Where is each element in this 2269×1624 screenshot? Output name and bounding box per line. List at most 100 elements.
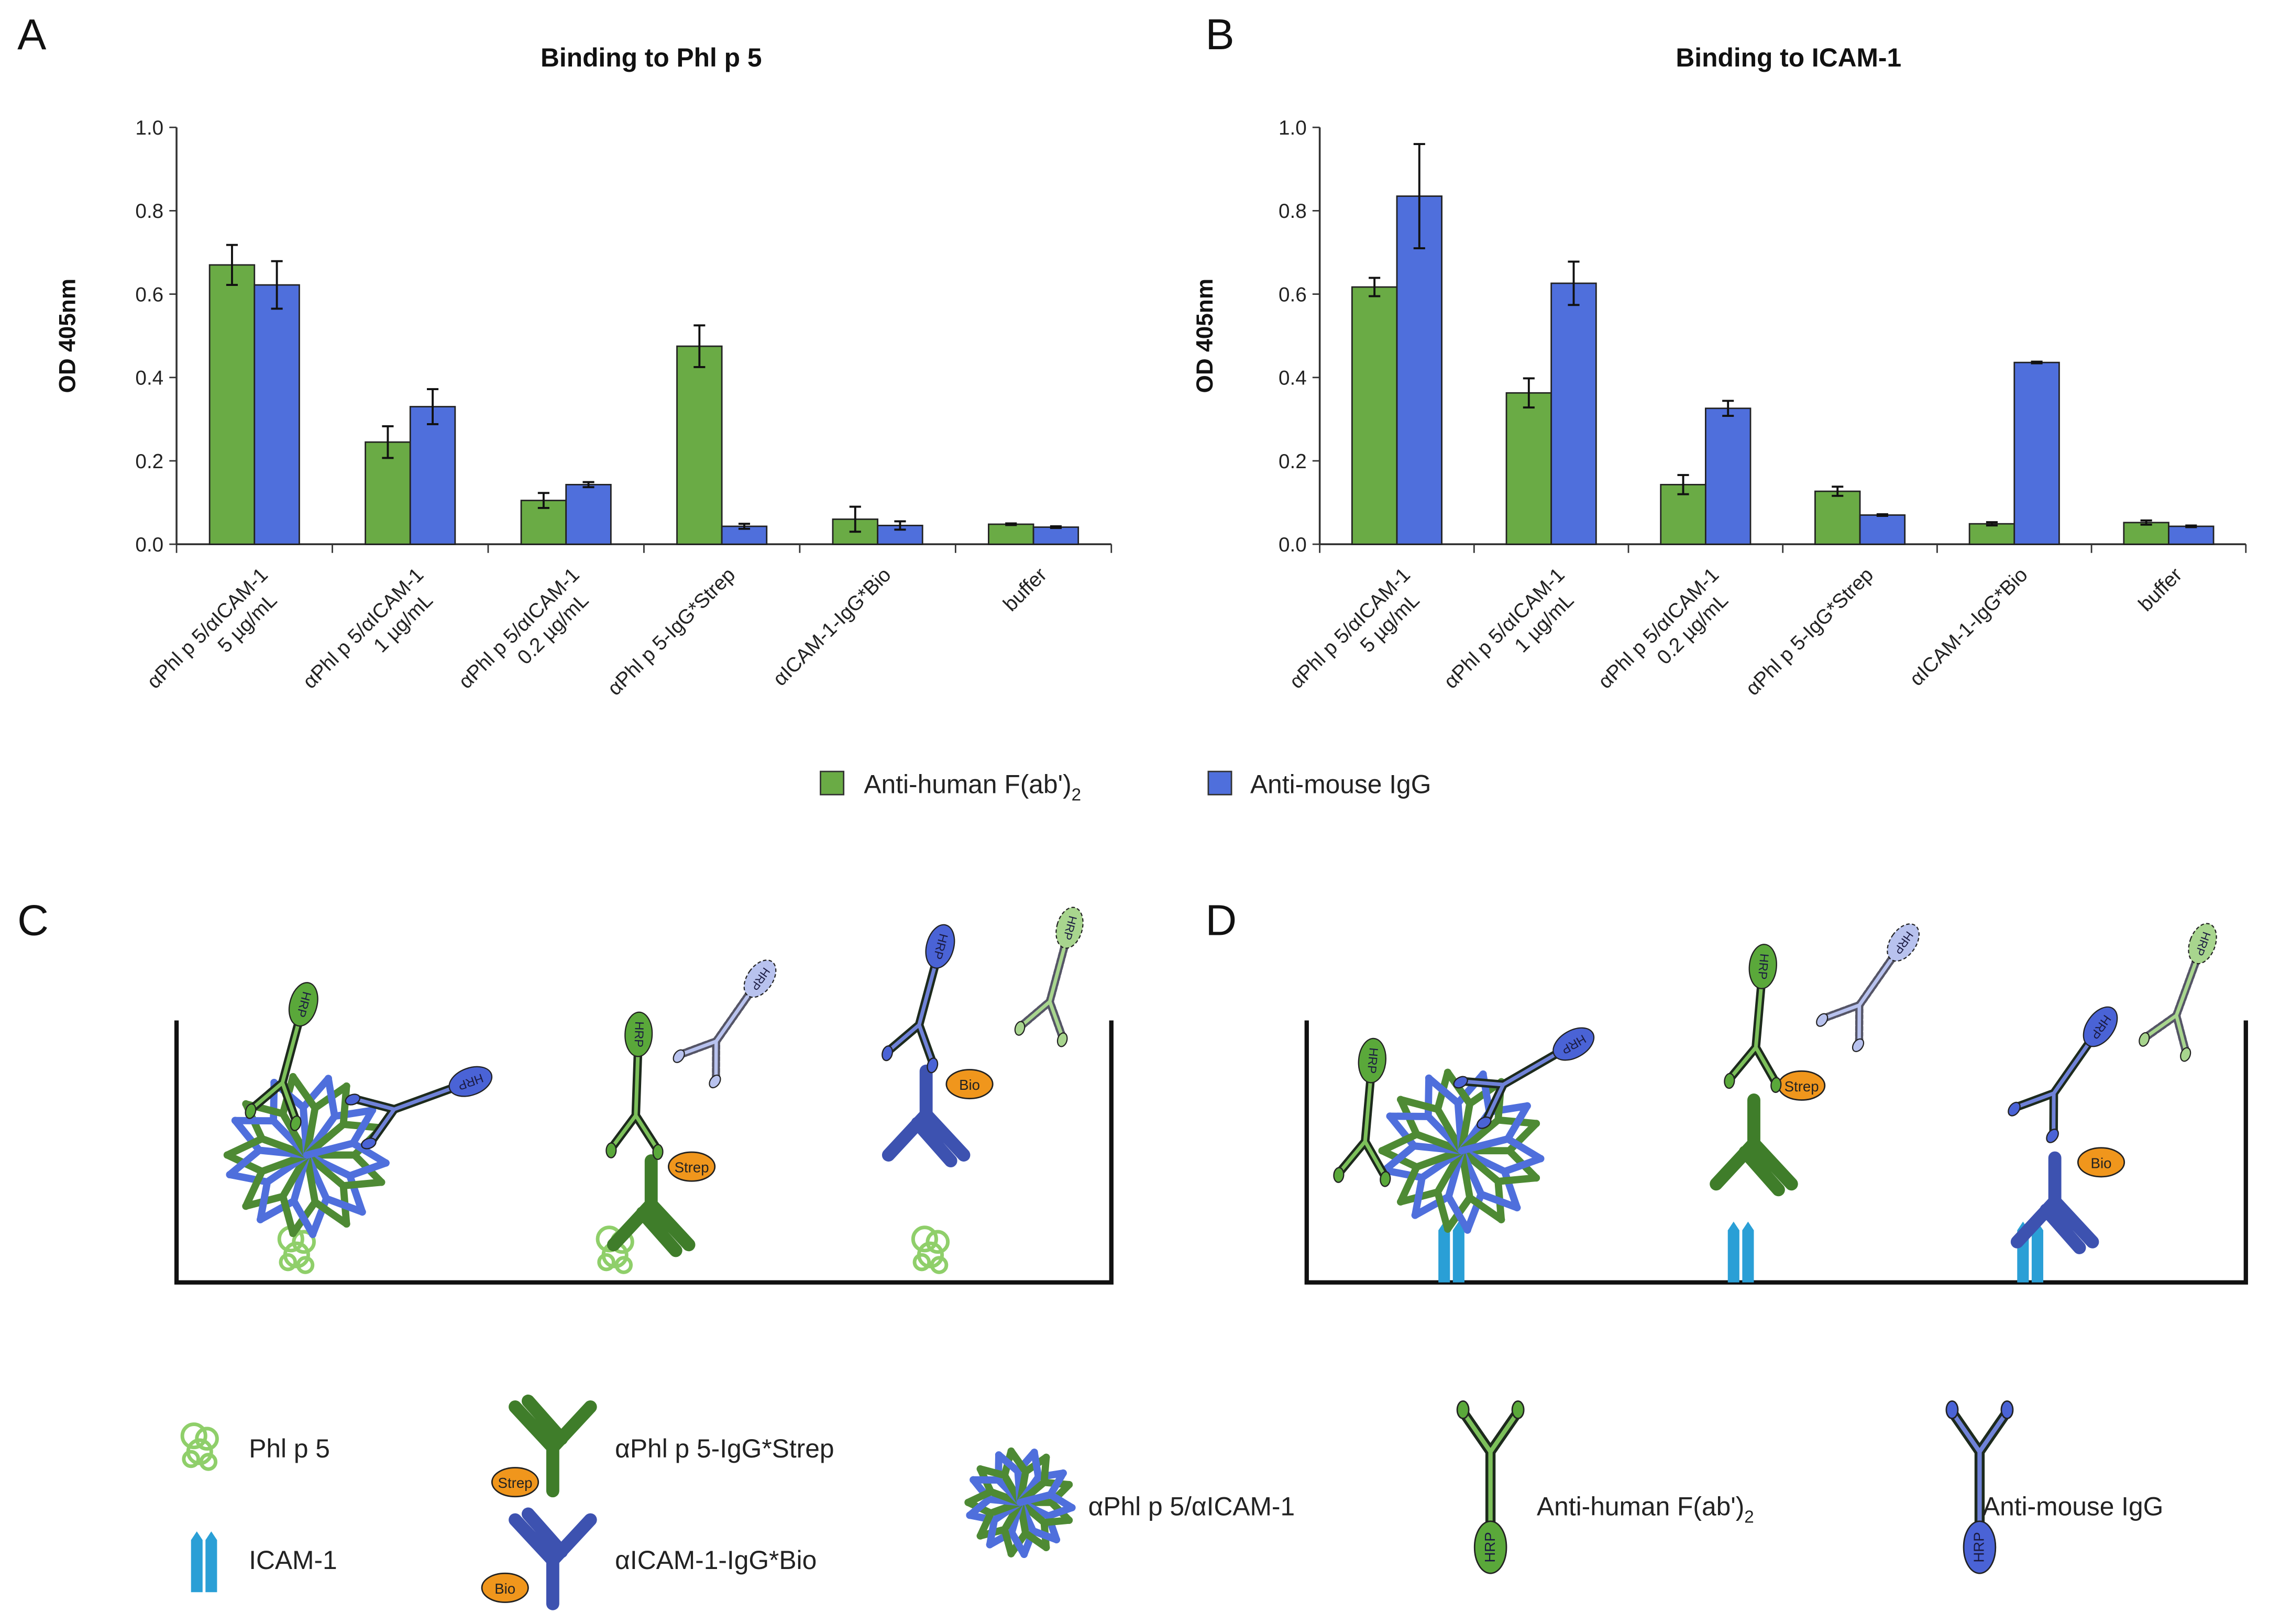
antibody-tip (2046, 1129, 2059, 1143)
hrp-enzyme (1887, 923, 1920, 962)
hrp-enzyme (2083, 1006, 2118, 1047)
y-tick-label: 0.2 (135, 450, 163, 473)
legend-bispecific: αPhl p 5/αICAM-1 (1088, 1492, 1295, 1521)
complex-arm (1458, 1147, 1521, 1234)
complex-arm (303, 1151, 390, 1216)
error-bar (693, 324, 706, 368)
anti-mouse-igg-hrp: HRP (882, 924, 955, 1074)
category-label: αPhl p 5/αICAM-10.2 µg/mL (1594, 564, 1741, 711)
tag: Bio (2077, 1147, 2125, 1178)
antibody-body (1339, 1080, 1386, 1176)
category-label: αPhl p 5/αICAM-15 µg/mL (142, 564, 290, 711)
hrp-enzyme (624, 1011, 653, 1057)
error-bar (1876, 513, 1888, 517)
antibody-tip (673, 1049, 685, 1063)
icam1-chain (1438, 1221, 1450, 1283)
complex-arm (1396, 1068, 1466, 1155)
bar-anti-mouse (2013, 361, 2060, 545)
allergen-coil (182, 1450, 200, 1468)
y-tick-label: 0.8 (1279, 200, 1307, 223)
y-tick-label: 0.8 (135, 200, 163, 223)
complex-arm (1378, 1147, 1466, 1206)
icam1-chain (1742, 1221, 1754, 1283)
error-bar (427, 388, 439, 425)
hrp-enzyme (743, 959, 777, 998)
bar-anti-mouse (1032, 526, 1080, 545)
strep-tag (668, 1151, 716, 1182)
bar-anti-mouse (1396, 195, 1443, 545)
bio-igg (2010, 1151, 2099, 1254)
anti-human-fab-hrp: HRP (1014, 907, 1084, 1047)
complex-arm (1381, 1147, 1466, 1219)
category-label: buffer (2134, 564, 2187, 616)
bispecific-complex (964, 1447, 1076, 1558)
anti-human-fab-hrp: HRP (245, 982, 318, 1131)
bio-label: Bio (2091, 1155, 2112, 1171)
antibody-tip (1852, 1038, 1865, 1052)
phl-p5-allergen (180, 1422, 219, 1471)
category-label-line: αPhl p 5-IgG*Strep (1742, 564, 1878, 700)
category-label: αPhl p 5-IgG*Strep (603, 564, 740, 700)
y-tick-label: 0.4 (1279, 367, 1307, 390)
antibody-tip (2008, 1101, 2021, 1117)
legend-anti-human: Anti-human F(ab')2 (864, 770, 1081, 805)
icam1-chain (2031, 1221, 2044, 1283)
category-label: αPhl p 5/αICAM-11 µg/mL (299, 564, 446, 711)
complex-arm (242, 1151, 311, 1238)
error-bar (1986, 521, 1998, 527)
chart-binding-icam1: Binding to ICAM-1 OD 405nm 0.0 0.2 0.4 0.6 0.8… (1192, 43, 2247, 711)
complex-arm (1386, 1074, 1466, 1155)
error-bar (1568, 260, 1580, 306)
y-axis-label: OD 405nm (55, 279, 81, 393)
error-bar (1523, 377, 1535, 409)
complex-arm (226, 1151, 311, 1223)
hrp-label: HRP (1971, 1532, 1987, 1562)
legend-swatch-anti-human (820, 770, 845, 796)
legend-anti-mouse: Anti-mouse IgG (1250, 770, 1431, 799)
antibody-tip (1380, 1171, 1391, 1187)
complex-arm (303, 1151, 366, 1239)
bar-anti-mouse (2168, 525, 2215, 545)
antibody-body (1020, 945, 1067, 1037)
error-bar (2185, 524, 2197, 528)
bio-label: Bio (494, 1581, 515, 1597)
allergen-coil (911, 1225, 938, 1253)
hrp-label: HRP (1756, 953, 1771, 980)
error-bar (1832, 485, 1844, 497)
complex-arm (256, 1151, 317, 1239)
phl-p5-allergen (277, 1225, 316, 1274)
complex-arm (1411, 1147, 1471, 1234)
legend-bio-ab: αICAM-1-IgG*Bio (615, 1545, 817, 1575)
antibody-body (356, 1086, 453, 1142)
allergen-coil (199, 1453, 218, 1471)
hrp-enzyme (2188, 923, 2217, 965)
antibody-tip (2000, 1400, 2014, 1419)
anti-human-fab-hrp: HRP (1724, 944, 1782, 1093)
y-tick-label: 0.6 (135, 283, 163, 306)
antibody-tip (361, 1137, 377, 1150)
complex-arm (1444, 1147, 1505, 1233)
category-label-line: buffer (2134, 564, 2187, 616)
hrp-label: HRP (632, 1021, 646, 1047)
antibody-tip (1014, 1021, 1026, 1036)
icam1-chain (1727, 1221, 1739, 1283)
capture-antibody-body (509, 1394, 597, 1498)
tag: Strep (491, 1467, 539, 1498)
hrp-enzyme (1055, 907, 1084, 949)
tag: Strep (1778, 1070, 1826, 1101)
well-d (1304, 1020, 2248, 1285)
antibody-body (2017, 1042, 2091, 1132)
panel-label-c: C (17, 896, 49, 944)
error-bar (894, 520, 906, 531)
strep-label: Strep (675, 1159, 709, 1176)
hrp-label: HRP (1482, 1532, 1498, 1562)
bar-anti-human (1968, 523, 2015, 545)
antibody-tip (245, 1103, 257, 1119)
allergen-coil (930, 1256, 949, 1274)
error-bar (1677, 474, 1689, 495)
capture-antibody-body (607, 1154, 696, 1257)
antibody-tip (882, 1045, 894, 1062)
legend-strep-ab: αPhl p 5-IgG*Strep (615, 1434, 834, 1463)
allergen-coil (912, 1253, 931, 1272)
error-bar (582, 481, 594, 489)
